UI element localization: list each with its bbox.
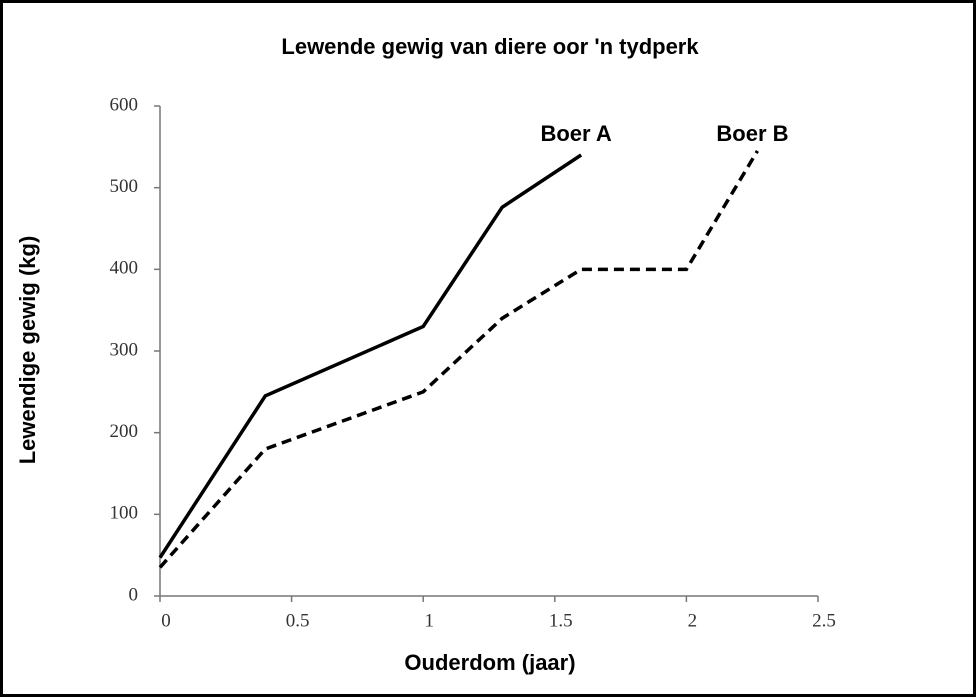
series-label: Boer B [716,121,788,146]
x-tick-label: 1 [424,610,434,631]
series-label: Boer A [540,121,611,146]
series-line [158,150,759,569]
chart-title: Lewende gewig van diere oor 'n tydperk [281,34,699,59]
y-tick-label: 300 [110,339,139,360]
x-tick-label: 1.5 [549,610,573,631]
series-line [158,153,583,559]
y-tick-label: 500 [110,176,139,197]
x-tick-label: 2 [688,610,698,631]
y-axis-label: Lewendige gewig (kg) [15,236,40,465]
y-tick-label: 200 [110,421,139,442]
y-tick-label: 0 [129,584,139,605]
x-tick-label: 2.5 [812,610,836,631]
y-tick-label: 600 [110,94,139,115]
x-axis-label: Ouderdom (jaar) [404,650,575,675]
x-tick-label: 0 [161,610,171,631]
y-tick-label: 400 [110,258,139,279]
x-tick-label: 0.5 [286,610,310,631]
y-tick-label: 100 [110,503,139,524]
